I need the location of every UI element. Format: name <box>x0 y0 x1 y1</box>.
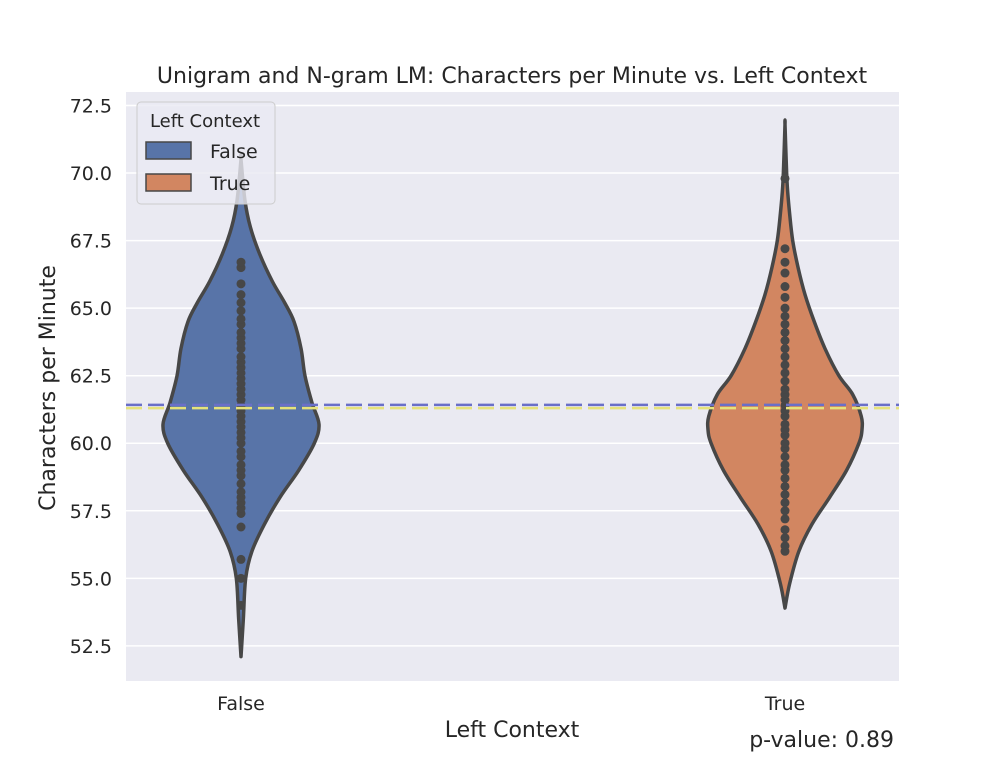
x-tick-label: False <box>217 693 265 715</box>
data-point <box>780 319 790 329</box>
data-point <box>236 522 246 532</box>
y-tick-label: 55.0 <box>70 568 112 590</box>
data-point <box>780 460 790 470</box>
reference-lines <box>126 403 899 410</box>
y-tick-labels: 52.5 55.0 57.5 60.0 62.5 65.0 67.5 70.0 72.5 <box>70 96 112 658</box>
data-point <box>780 268 790 278</box>
legend-label-false: False <box>210 141 258 163</box>
data-point <box>780 384 790 394</box>
data-point <box>780 360 790 370</box>
data-point <box>236 352 246 362</box>
data-point <box>780 311 790 321</box>
y-tick-label: 62.5 <box>70 366 112 388</box>
data-point <box>236 279 246 289</box>
data-point <box>780 303 790 313</box>
data-point <box>236 573 246 583</box>
y-tick-label: 57.5 <box>70 501 112 523</box>
data-point <box>780 506 790 516</box>
legend: Left Context False True <box>136 101 276 205</box>
chart-title: Unigram and N-gram LM: Characters per Mi… <box>157 64 868 89</box>
data-point <box>780 481 790 491</box>
data-point <box>236 306 246 316</box>
data-point <box>780 327 790 337</box>
data-point <box>780 376 790 386</box>
x-tick-label: True <box>764 693 805 715</box>
data-point <box>236 600 246 610</box>
y-tick-label: 52.5 <box>70 636 112 658</box>
data-point <box>236 554 246 564</box>
data-point <box>780 525 790 535</box>
y-tick-label: 70.0 <box>70 163 112 185</box>
data-point <box>236 460 246 470</box>
x-tick-labels: False True <box>217 693 805 715</box>
data-point <box>780 419 790 429</box>
x-axis-label: Left Context <box>445 718 580 743</box>
data-point <box>780 514 790 524</box>
data-point <box>780 490 790 500</box>
data-point <box>780 336 790 346</box>
data-point <box>236 314 246 324</box>
data-point <box>780 282 790 292</box>
data-point <box>780 498 790 508</box>
legend-swatch-false <box>145 141 192 160</box>
legend-swatch-true <box>145 173 192 192</box>
data-point <box>236 327 246 337</box>
legend-title: Left Context <box>150 111 260 132</box>
y-tick-label: 60.0 <box>70 433 112 455</box>
data-point <box>780 452 790 462</box>
data-point <box>780 344 790 354</box>
data-point <box>780 533 790 543</box>
y-tick-label: 65.0 <box>70 298 112 320</box>
data-point <box>236 479 246 489</box>
data-point <box>780 438 790 448</box>
data-point <box>780 257 790 267</box>
data-point <box>780 473 790 483</box>
legend-label-true: True <box>209 173 250 195</box>
data-point <box>780 244 790 254</box>
data-point <box>780 173 790 183</box>
data-point <box>780 352 790 362</box>
y-tick-label: 67.5 <box>70 231 112 253</box>
y-axis-label: Characters per Minute <box>36 265 61 511</box>
p-value-annotation: p-value: 0.89 <box>749 728 894 753</box>
data-point <box>236 298 246 308</box>
data-point <box>236 446 246 456</box>
y-tick-label: 72.5 <box>70 96 112 118</box>
data-point <box>780 292 790 302</box>
data-point <box>236 257 246 267</box>
data-point <box>236 290 246 300</box>
data-point <box>780 541 790 551</box>
data-point <box>236 487 246 497</box>
data-point <box>780 368 790 378</box>
